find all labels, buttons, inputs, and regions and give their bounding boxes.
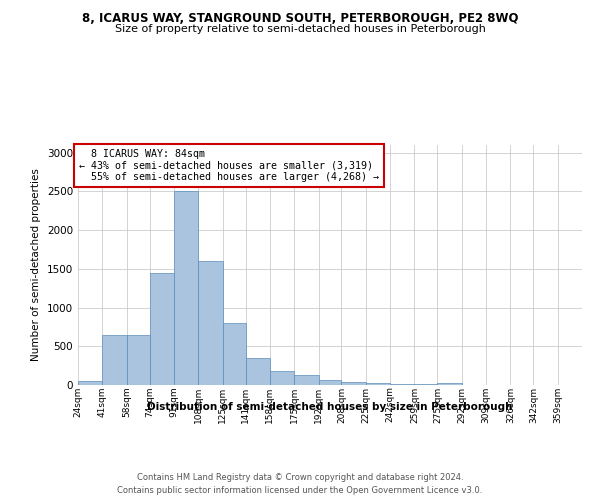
Bar bbox=[341, 382, 366, 385]
Bar bbox=[270, 372, 294, 385]
Bar bbox=[103, 334, 127, 385]
Bar bbox=[198, 261, 223, 385]
Bar bbox=[319, 380, 341, 385]
Bar bbox=[437, 382, 462, 385]
Text: Contains HM Land Registry data © Crown copyright and database right 2024.
Contai: Contains HM Land Registry data © Crown c… bbox=[118, 474, 482, 495]
Text: Size of property relative to semi-detached houses in Peterborough: Size of property relative to semi-detach… bbox=[115, 24, 485, 34]
Bar bbox=[78, 381, 103, 385]
Bar bbox=[223, 323, 245, 385]
Bar bbox=[415, 384, 437, 385]
Text: Distribution of semi-detached houses by size in Peterborough: Distribution of semi-detached houses by … bbox=[147, 402, 513, 412]
Y-axis label: Number of semi-detached properties: Number of semi-detached properties bbox=[31, 168, 41, 362]
Bar bbox=[174, 192, 198, 385]
Bar bbox=[390, 384, 415, 385]
Bar bbox=[366, 384, 390, 385]
Bar bbox=[149, 272, 174, 385]
Bar bbox=[294, 376, 319, 385]
Text: 8 ICARUS WAY: 84sqm
← 43% of semi-detached houses are smaller (3,319)
  55% of s: 8 ICARUS WAY: 84sqm ← 43% of semi-detach… bbox=[79, 148, 379, 182]
Bar bbox=[127, 334, 149, 385]
Text: 8, ICARUS WAY, STANGROUND SOUTH, PETERBOROUGH, PE2 8WQ: 8, ICARUS WAY, STANGROUND SOUTH, PETERBO… bbox=[82, 12, 518, 26]
Bar bbox=[245, 358, 270, 385]
